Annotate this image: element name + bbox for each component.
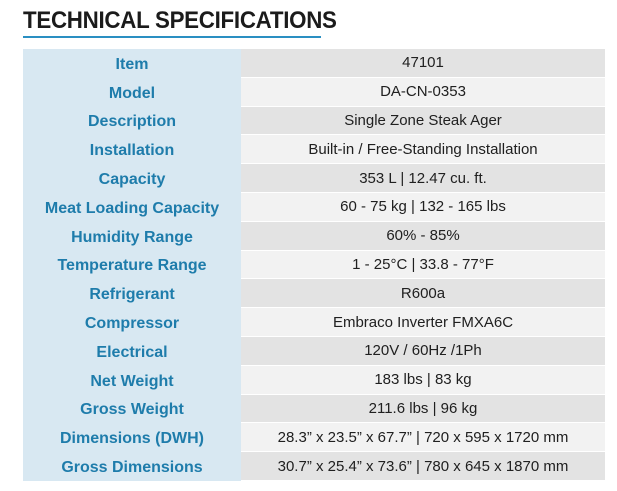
spec-value: 60 - 75 kg | 132 - 165 lbs <box>241 192 605 222</box>
spec-value: R600a <box>241 279 605 309</box>
spec-label: Dimensions (DWH) <box>23 423 241 453</box>
spec-value: Single Zone Steak Ager <box>241 106 605 136</box>
spec-table: Item 47101 Model DA-CN-0353 Description … <box>23 49 605 481</box>
spec-row-net-weight: Net Weight 183 lbs | 83 kg <box>23 365 605 395</box>
spec-row-item: Item 47101 <box>23 49 605 78</box>
spec-label: Humidity Range <box>23 221 241 251</box>
spec-value: 60% - 85% <box>241 221 605 251</box>
spec-value: Embraco Inverter FMXA6C <box>241 308 605 337</box>
spec-row-compressor: Compressor Embraco Inverter FMXA6C <box>23 308 605 337</box>
spec-value: 47101 <box>241 49 605 78</box>
spec-label: Installation <box>23 135 241 165</box>
spec-value: 120V / 60Hz /1Ph <box>241 336 605 366</box>
spec-value: 28.3” x 23.5” x 67.7” | 720 x 595 x 1720… <box>241 423 605 453</box>
spec-row-refrigerant: Refrigerant R600a <box>23 279 605 309</box>
spec-label: Description <box>23 106 241 136</box>
spec-label: Gross Weight <box>23 394 241 424</box>
spec-row-electrical: Electrical 120V / 60Hz /1Ph <box>23 336 605 366</box>
spec-row-dimensions: Dimensions (DWH) 28.3” x 23.5” x 67.7” |… <box>23 423 605 453</box>
spec-row-humidity-range: Humidity Range 60% - 85% <box>23 221 605 251</box>
spec-label: Refrigerant <box>23 279 241 309</box>
spec-value: 183 lbs | 83 kg <box>241 365 605 395</box>
spec-label: Compressor <box>23 308 241 337</box>
spec-value: 1 - 25°C | 33.8 - 77°F <box>241 250 605 280</box>
title-underline <box>23 36 321 38</box>
spec-label: Gross Dimensions <box>23 452 241 481</box>
spec-row-meat-loading-capacity: Meat Loading Capacity 60 - 75 kg | 132 -… <box>23 192 605 222</box>
spec-row-installation: Installation Built-in / Free-Standing In… <box>23 135 605 165</box>
spec-label: Model <box>23 77 241 107</box>
spec-label: Item <box>23 49 241 78</box>
title-wrapper: TECHNICAL SPECIFICATIONS <box>23 6 360 36</box>
spec-label: Net Weight <box>23 365 241 395</box>
spec-row-gross-dimensions: Gross Dimensions 30.7” x 25.4” x 73.6” |… <box>23 452 605 481</box>
spec-label: Capacity <box>23 164 241 193</box>
spec-row-description: Description Single Zone Steak Ager <box>23 106 605 136</box>
spec-value: 30.7” x 25.4” x 73.6” | 780 x 645 x 1870… <box>241 452 605 481</box>
spec-row-gross-weight: Gross Weight 211.6 lbs | 96 kg <box>23 394 605 424</box>
spec-row-capacity: Capacity 353 L | 12.47 cu. ft. <box>23 164 605 193</box>
spec-label: Electrical <box>23 336 241 366</box>
spec-value: 353 L | 12.47 cu. ft. <box>241 164 605 193</box>
spec-label: Temperature Range <box>23 250 241 280</box>
spec-label: Meat Loading Capacity <box>23 192 241 222</box>
page-title: TECHNICAL SPECIFICATIONS <box>23 7 337 34</box>
spec-row-temperature-range: Temperature Range 1 - 25°C | 33.8 - 77°F <box>23 250 605 280</box>
spec-row-model: Model DA-CN-0353 <box>23 77 605 107</box>
spec-value: DA-CN-0353 <box>241 77 605 107</box>
spec-value: Built-in / Free-Standing Installation <box>241 135 605 165</box>
spec-value: 211.6 lbs | 96 kg <box>241 394 605 424</box>
